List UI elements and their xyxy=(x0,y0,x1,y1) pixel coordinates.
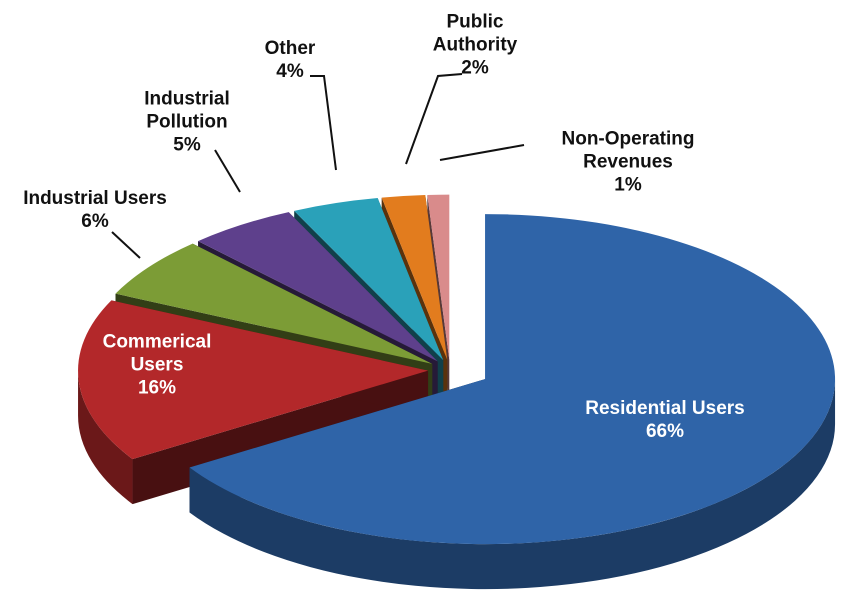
data-label: Non-Operating Revenues 1% xyxy=(533,128,723,197)
value-label: 66% xyxy=(645,421,685,442)
data-label: Commerical Users 16% xyxy=(87,331,227,400)
slice-wall xyxy=(189,379,836,590)
data-label: Public Authority 2% xyxy=(420,11,530,80)
slice-wall xyxy=(78,370,133,505)
data-label: Industrial Pollution 5% xyxy=(122,88,252,157)
value-label: 4% xyxy=(276,61,304,82)
category-label: Public Authority xyxy=(432,11,518,56)
category-label: Other xyxy=(264,38,316,59)
value-label: 6% xyxy=(81,211,109,232)
data-label: Other 4% xyxy=(250,37,330,83)
category-label: Non-Operating Revenues xyxy=(561,128,695,173)
leader-line xyxy=(310,75,337,171)
category-label: Industrial Users xyxy=(23,188,167,209)
value-label: 1% xyxy=(614,174,642,196)
data-label: Residential Users 66% xyxy=(585,397,745,443)
value-label: 2% xyxy=(461,57,489,79)
category-label: Industrial Pollution xyxy=(144,88,230,133)
category-label: Commerical Users xyxy=(102,331,212,376)
slice xyxy=(115,243,433,364)
leader-line xyxy=(214,149,241,193)
leader-line xyxy=(439,144,525,161)
value-label: 5% xyxy=(173,134,201,156)
slice xyxy=(427,194,450,360)
leader-line xyxy=(405,73,463,165)
slice xyxy=(294,198,444,361)
slice xyxy=(381,195,448,360)
data-label: Industrial Users 6% xyxy=(0,187,205,233)
slice xyxy=(78,300,429,460)
leader-line xyxy=(111,231,141,259)
slice xyxy=(189,214,836,545)
value-label: 16% xyxy=(137,377,177,399)
category-label: Residential Users xyxy=(585,398,745,419)
slice xyxy=(198,212,438,362)
slices xyxy=(78,194,836,590)
